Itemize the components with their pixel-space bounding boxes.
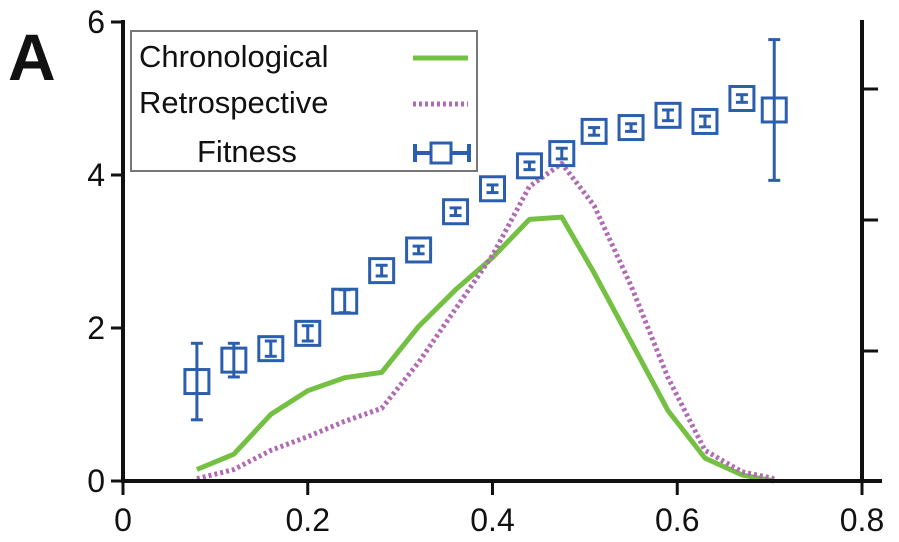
fitness-point: [294, 319, 322, 347]
legend-label-retrospective: Retrospective: [139, 85, 329, 120]
fitness-marker: [548, 140, 576, 168]
fitness-marker: [405, 236, 433, 264]
fitness-marker: [617, 114, 645, 142]
tick-layer: 0 0.2 0.4 0.6 0.8 0 2 4 6: [87, 4, 884, 538]
x-tick-label: 0.2: [286, 502, 330, 538]
fitness-marker: [368, 257, 396, 285]
legend-label-chronological: Chronological: [139, 39, 329, 74]
fitness-marker: [257, 335, 285, 363]
fitness-point: [479, 175, 506, 203]
x-tick-label: 0: [114, 502, 132, 538]
y-tick-label: 6: [87, 4, 105, 40]
fitness-point: [405, 236, 433, 264]
x-tick-label: 0.6: [655, 502, 699, 538]
legend-box: [130, 30, 478, 172]
fitness-point: [548, 140, 576, 168]
legend-fitness-square: [429, 141, 453, 165]
fitness-marker: [728, 85, 756, 112]
fitness-point: [617, 114, 645, 142]
legend: Chronological Retrospective Fitness: [130, 30, 478, 172]
fitness-marker: [580, 117, 608, 145]
fitness-point: [368, 257, 396, 285]
fitness-marker: [479, 175, 506, 203]
fitness-point: [691, 107, 719, 135]
x-tick-label: 0.4: [470, 502, 514, 538]
fitness-point: [442, 198, 470, 226]
fitness-point: [183, 341, 211, 422]
fitness-point: [580, 117, 608, 145]
fitness-marker: [654, 101, 682, 129]
fitness-marker: [691, 107, 719, 135]
fitness-marker: [294, 319, 322, 347]
y-tick-label: 2: [87, 310, 105, 346]
fitness-point: [654, 101, 682, 129]
fitness-point: [760, 38, 788, 182]
y-tick-label: 0: [87, 463, 105, 499]
fitness-point: [220, 341, 248, 379]
fitness-marker: [515, 152, 543, 180]
fitness-point: [515, 152, 543, 180]
series-line-retrospective: [196, 161, 775, 482]
fitness-marker: [760, 96, 788, 124]
x-tick-label: 0.8: [840, 502, 884, 538]
fitness-point: [257, 335, 285, 363]
legend-label-fitness: Fitness: [197, 134, 297, 169]
panel-label: A: [8, 20, 56, 94]
fitness-point: [331, 287, 359, 315]
fitness-marker: [331, 287, 359, 315]
fitness-marker: [183, 368, 211, 396]
y-tick-label: 4: [87, 157, 105, 193]
fitness-marker: [442, 198, 470, 226]
fitness-point: [728, 85, 756, 112]
legend-swatch-fitness: [413, 141, 471, 165]
fitness-marker: [220, 346, 248, 374]
series-layer: [183, 38, 788, 484]
